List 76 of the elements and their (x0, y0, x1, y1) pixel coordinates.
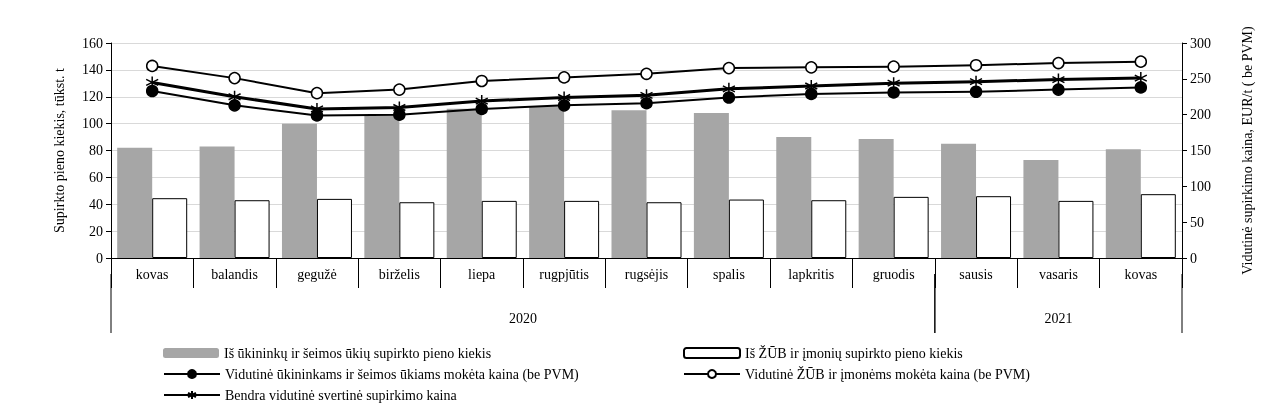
bar (611, 110, 647, 258)
point (969, 58, 983, 72)
point (557, 71, 571, 84)
legend-label: Iš ŽŪB ir įmonių supirkto pieno kiekis (745, 344, 963, 361)
y2-tick-label: 0 (1190, 250, 1197, 266)
y-tick-label: 20 (89, 223, 103, 239)
x-tick-label: rugpjūtis (539, 266, 590, 282)
bar (1023, 159, 1059, 258)
text: 2020 (508, 310, 537, 326)
y2-axis-title: Vidutinė supirkimo kaina, EUR/t ( be PVM) (1239, 25, 1256, 275)
bar (941, 143, 977, 258)
point (640, 67, 653, 81)
text: 2021 (1044, 310, 1073, 326)
x-tick-label: kovas (1124, 266, 1158, 282)
bar (364, 115, 400, 258)
y-tick-label: 80 (89, 143, 103, 158)
point (1052, 83, 1065, 96)
bar (117, 147, 153, 258)
point (557, 99, 571, 112)
x-tick-label: sausis (959, 266, 993, 282)
point (228, 99, 241, 112)
x-tick-label: lapkritis (788, 266, 835, 282)
point (1134, 55, 1148, 68)
y-tick-label: 140 (82, 62, 103, 78)
point (722, 91, 736, 104)
bar (693, 112, 729, 258)
point (310, 86, 324, 100)
y2-tick-label: 250 (1190, 71, 1211, 87)
y-tick-label: 120 (82, 89, 103, 105)
x-tick-label: birželis (378, 266, 420, 282)
bar (858, 139, 894, 258)
legend-label: Iš ūkininkų ir šeimos ūkių supirkto pieno kiekis (224, 345, 492, 361)
point (475, 102, 488, 116)
y2-tick-label: 300 (1190, 35, 1211, 51)
point (887, 60, 900, 73)
legend-label: Vidutinė ŽŪB ir įmonėms mokėta kaina (be PVM) (745, 365, 1031, 383)
bar (1105, 149, 1141, 258)
legend-label: Vidutinė ūkininkams ir šeimos ūkiams mokėta kaina (be PVM) (225, 366, 580, 383)
x-tick-label: gruodis (872, 266, 915, 282)
y-tick-label: 100 (82, 116, 103, 132)
bar (281, 123, 317, 258)
point (640, 96, 653, 110)
y-tick-label: 0 (96, 250, 103, 266)
point (393, 108, 406, 121)
x-tick-label: balandis (211, 266, 258, 282)
point (887, 86, 900, 99)
x-tick-label: spalis (712, 266, 745, 282)
y2-tick-label: 50 (1190, 214, 1204, 230)
point (145, 84, 159, 98)
point (969, 85, 983, 98)
point (1052, 56, 1065, 70)
point (722, 61, 736, 75)
legend-label: Bendra vidutinė svertinė supirkimo kaina (225, 387, 458, 403)
bar (776, 137, 812, 258)
y2-tick-label: 100 (1190, 178, 1211, 194)
y2-tick-label: 150 (1190, 143, 1211, 158)
point (475, 74, 488, 88)
x-tick-label: gegužė (297, 266, 337, 282)
point (805, 87, 818, 101)
point (1134, 81, 1148, 94)
point (805, 61, 818, 74)
bar (446, 108, 482, 258)
x-tick-label: liepa (468, 266, 497, 282)
x-tick-label: rugsėjis (624, 266, 669, 282)
y-tick-label: 60 (89, 169, 103, 185)
point (393, 83, 406, 96)
y2-tick-label: 200 (1190, 107, 1211, 123)
y-tick-label: 40 (89, 196, 103, 212)
bar (529, 106, 565, 258)
y-tick-label: 160 (82, 35, 103, 51)
point (145, 59, 159, 73)
point (228, 71, 241, 85)
bar (199, 146, 235, 258)
x-tick-label: kovas (135, 266, 169, 282)
y-axis-title: Supirkto pieno kiekis, tūkst. t (51, 67, 67, 233)
x-tick-label: vasaris (1038, 266, 1078, 282)
